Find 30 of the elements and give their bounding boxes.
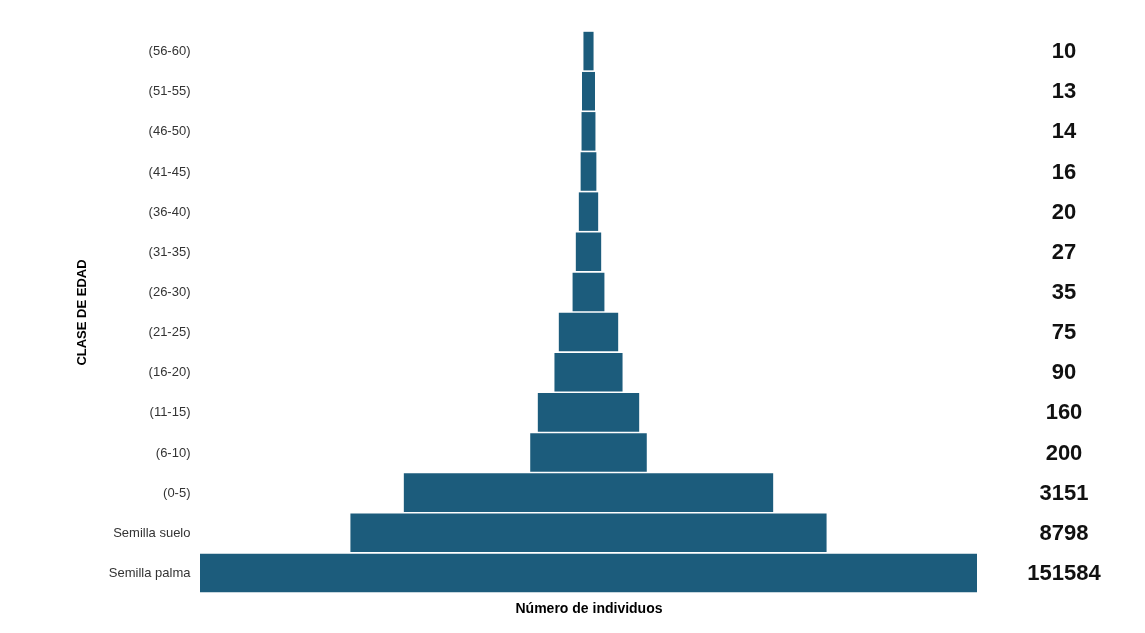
- data-label: 160: [1045, 399, 1083, 425]
- category-label: Semilla suelo: [113, 524, 191, 540]
- category-label: (31-35): [148, 243, 191, 259]
- data-label: 10: [1051, 38, 1077, 64]
- data-label: 3151: [1039, 479, 1089, 505]
- category-label: (0-5): [163, 484, 191, 500]
- category-label: (46-50): [148, 123, 191, 139]
- text: Número de individuos: [515, 599, 663, 616]
- category-label: (51-55): [148, 83, 191, 99]
- data-label: 14: [1051, 118, 1077, 144]
- category-label: (56-60): [148, 43, 191, 59]
- text: CLASE DE EDAD: [73, 259, 89, 366]
- category-label: (26-30): [148, 283, 191, 299]
- data-label: 16: [1051, 158, 1077, 184]
- data-label: 20: [1051, 198, 1077, 224]
- data-label: 27: [1051, 238, 1077, 264]
- data-label: 200: [1045, 439, 1083, 465]
- data-label: 151584: [1027, 559, 1102, 585]
- category-label: (6-10): [155, 444, 191, 460]
- category-label: (11-15): [149, 404, 191, 420]
- category-label: Semilla palma: [108, 564, 192, 580]
- category-label: (41-45): [148, 163, 191, 179]
- category-label: (21-25): [148, 324, 191, 340]
- data-label: 13: [1051, 78, 1077, 104]
- data-label: 8798: [1039, 519, 1089, 545]
- category-label: (16-20): [148, 364, 191, 380]
- data-label: 90: [1051, 359, 1077, 385]
- category-label: (36-40): [148, 203, 191, 219]
- data-label: 35: [1051, 278, 1077, 304]
- data-label: 75: [1051, 319, 1077, 345]
